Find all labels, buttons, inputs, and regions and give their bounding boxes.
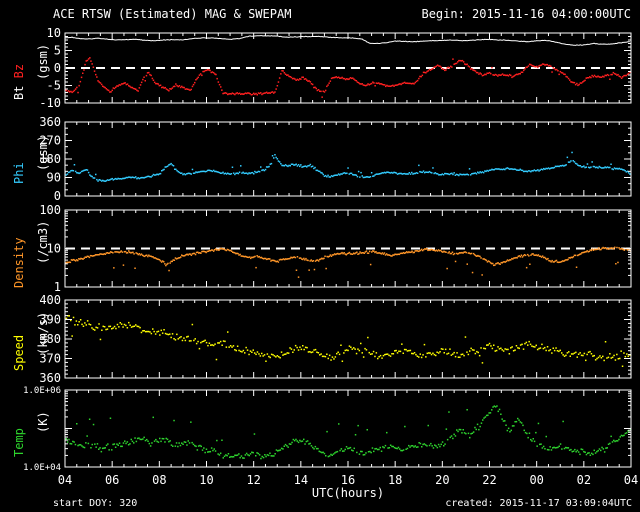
x-tick-label: 00: [529, 473, 543, 487]
y-tick-label: 1: [54, 280, 61, 294]
series-bz: [65, 57, 631, 98]
begin-timestamp: Begin: 2015-11-16 04:00:00UTC: [421, 7, 631, 21]
panel-temp: 1.0E+06 1.0E+04: [23, 386, 632, 473]
y-axis-label-temp-units: (K): [36, 411, 50, 434]
y-axis-label-mag-units: (gsm): [36, 43, 50, 81]
y-axis-label-density-name: Density: [12, 237, 26, 288]
y-tick-label: 0: [54, 61, 61, 75]
label-part: Temp: [12, 428, 26, 457]
x-tick-label: 04: [58, 473, 72, 487]
label-part: Speed: [12, 334, 26, 372]
x-tick-label: 16: [341, 473, 355, 487]
x-tick-label: 20: [435, 473, 449, 487]
series-speed: [65, 315, 631, 367]
y-tick-label: 5: [54, 44, 61, 58]
x-tick-label: 04: [624, 473, 638, 487]
y-tick-label: 390: [39, 313, 61, 327]
tick-marks: [64, 209, 632, 288]
y-tick-label: 180: [39, 152, 61, 166]
series-phi: [65, 151, 631, 182]
y-tick-label: 10: [47, 242, 61, 256]
label-part: Phi: [12, 162, 26, 184]
panel-mag: 10 5 0 -5 -10: [39, 26, 632, 110]
tick-marks: [64, 299, 632, 379]
y-tick-label: 380: [39, 332, 61, 346]
series-bt: [65, 35, 630, 46]
panel-density: 100 10 1: [39, 203, 632, 294]
x-tick-label: 12: [246, 473, 260, 487]
y-axis-label-density-units: (/cm3): [36, 220, 50, 265]
created-timestamp: created: 2015-11-17 03:09:04UTC: [445, 498, 632, 509]
y-tick-label: 1.0E+06: [23, 386, 61, 396]
y-axis-label-mag-name: Bt Bz: [12, 63, 26, 101]
label-part: Density: [12, 237, 26, 288]
y-tick-label: 400: [39, 293, 61, 307]
series-temp: [65, 405, 631, 460]
tick-marks: [64, 32, 632, 104]
x-tick-label: 22: [482, 473, 496, 487]
panel-border: [64, 389, 632, 468]
x-tick-label: 10: [199, 473, 213, 487]
y-axis-label-speed-name: Speed: [12, 334, 26, 372]
y-tick-label: 1.0E+04: [23, 463, 61, 473]
x-tick-label: 02: [577, 473, 591, 487]
panel-phi: 360 270 180 90 0: [39, 115, 632, 203]
y-tick-label: 10: [47, 26, 61, 40]
x-tick-label: 08: [152, 473, 166, 487]
start-doy-label: start DOY: 320: [53, 498, 138, 509]
panel-speed: 400 390 380 370 360: [39, 293, 632, 385]
y-axis-label-speed-units: (km/s): [36, 311, 50, 355]
panel-border: [64, 121, 632, 197]
panel-border: [64, 299, 632, 379]
y-axis-label-temp-name: Temp: [12, 428, 26, 457]
plot-title: ACE RTSW (Estimated) MAG & SWEPAM: [53, 7, 292, 21]
x-axis-title: UTC(hours): [311, 486, 385, 500]
y-tick-label: 100: [39, 203, 61, 217]
x-axis-tick-labels: 04 06 08 10 12 14 16 18 20 22 00 02 04: [58, 473, 638, 487]
y-axis-label-phi-name: Phi: [12, 162, 26, 184]
y-tick-label: 360: [39, 371, 61, 385]
series-density: [65, 246, 631, 278]
y-tick-label: 0: [54, 189, 61, 203]
y-axis-label-phi-units: (gsm): [36, 134, 50, 172]
x-tick-label: 14: [294, 473, 308, 487]
y-tick-label: -5: [47, 79, 61, 93]
y-tick-label: 360: [39, 115, 61, 129]
y-tick-label: -10: [39, 96, 61, 110]
x-tick-label: 18: [388, 473, 402, 487]
y-tick-label: 370: [39, 352, 61, 366]
tick-marks: [64, 121, 632, 197]
label-part: Bz: [12, 63, 26, 79]
y-tick-label: 90: [47, 171, 61, 185]
label-part: Bt: [12, 78, 26, 101]
y-tick-label: 270: [39, 134, 61, 148]
tick-marks: [64, 389, 632, 468]
x-tick-label: 06: [105, 473, 119, 487]
